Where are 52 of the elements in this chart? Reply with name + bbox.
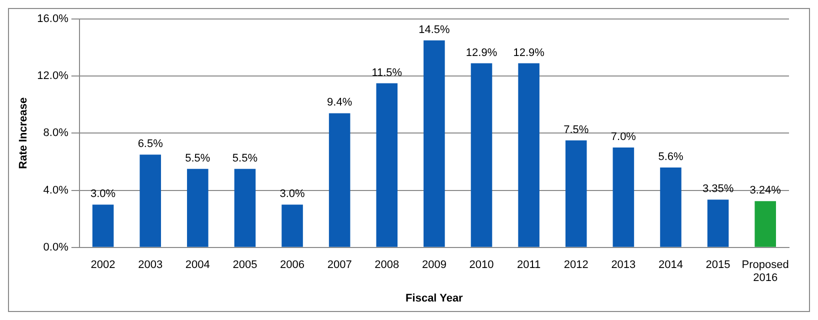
x-axis-title: Fiscal Year: [406, 292, 464, 304]
bar: [187, 168, 208, 247]
y-tick-label: 0.0%: [43, 241, 69, 254]
x-tick-label: 2006: [280, 259, 305, 272]
x-tick-label: 2014: [658, 259, 683, 272]
bar: [376, 83, 398, 247]
bar: [707, 200, 729, 247]
bar: [92, 204, 114, 247]
data-label: 3.0%: [90, 188, 116, 200]
bar: [518, 63, 540, 247]
y-tick-label: 4.0%: [43, 184, 69, 196]
x-tick-label: 2015: [706, 259, 730, 272]
y-tick-label: 8.0%: [43, 127, 69, 140]
x-tick-label: 2013: [611, 259, 636, 272]
data-label: 3.24%: [750, 184, 782, 197]
bar: [565, 140, 587, 247]
x-tick-label: 2005: [232, 259, 258, 272]
data-label: 5.6%: [658, 150, 684, 163]
bar: [754, 201, 776, 247]
data-label: 12.9%: [466, 46, 498, 59]
data-label: 6.5%: [138, 138, 164, 150]
x-tick-label: 2002: [90, 259, 116, 272]
data-label: 3.35%: [702, 183, 734, 196]
data-label: 11.5%: [372, 66, 402, 79]
data-label: 5.5%: [232, 152, 258, 164]
data-label: 7.0%: [610, 131, 636, 144]
x-tick-label: 2011: [516, 259, 541, 272]
x-tick-label: 2004: [185, 259, 210, 272]
data-label: 14.5%: [418, 24, 450, 36]
data-label: 3.0%: [280, 188, 306, 200]
y-axis-title: Rate Increase: [18, 97, 30, 169]
y-tick-label: 16.0%: [37, 13, 69, 26]
x-tick-label: 2008: [374, 259, 400, 272]
x-tick-label: 2003: [138, 259, 163, 272]
x-tick-label: Proposed 2016: [742, 259, 789, 284]
data-label: 5.5%: [185, 152, 210, 164]
x-tick-label: 2009: [422, 259, 446, 272]
y-tick-label: 12.0%: [37, 70, 69, 82]
bar: [470, 63, 492, 247]
data-label: 9.4%: [327, 96, 352, 109]
bar: [140, 154, 161, 247]
x-tick-label: 2010: [469, 259, 494, 272]
bar: [424, 40, 445, 247]
bar: [234, 168, 256, 247]
x-tick-label: 2007: [327, 259, 352, 272]
bar: [328, 113, 350, 247]
data-label: 7.5%: [564, 124, 589, 136]
bar: [660, 167, 682, 247]
bar: [282, 204, 303, 247]
data-label: 12.9%: [513, 46, 545, 59]
bar: [612, 147, 634, 247]
x-tick-label: 2012: [564, 259, 588, 272]
